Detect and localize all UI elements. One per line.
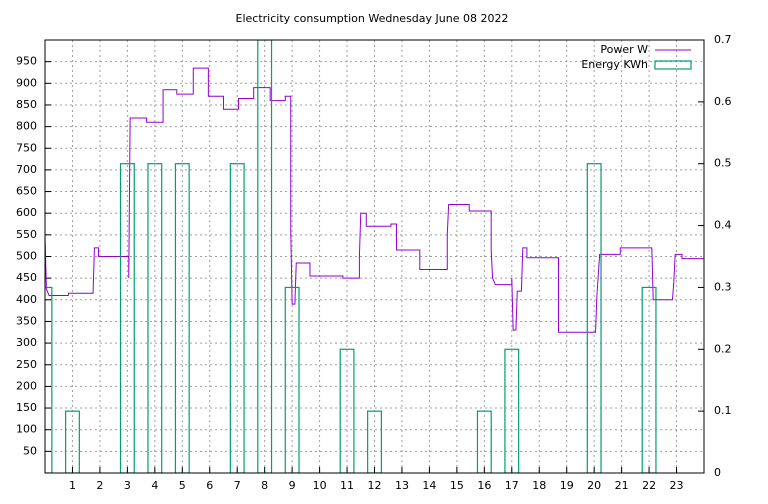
y-tick-label: 450 [16,271,37,284]
y2-tick-label: 0.6 [714,95,732,108]
y-tick-label: 750 [16,141,37,154]
y-tick-label: 50 [23,444,37,457]
x-tick-label: 2 [96,479,103,492]
y-tick-label: 900 [16,76,37,89]
y-tick-label: 850 [16,98,37,111]
y-tick-label: 350 [16,314,37,327]
y-tick-label: 950 [16,55,37,68]
y-tick-label: 150 [16,401,37,414]
y-tick-label: 800 [16,120,37,133]
x-tick-label: 11 [340,479,354,492]
x-tick-label: 23 [670,479,684,492]
y2-tick-label: 0.5 [714,157,732,170]
x-tick-label: 9 [289,479,296,492]
y2-tick-label: 0.4 [714,219,732,232]
x-tick-label: 12 [368,479,382,492]
y2-tick-label: 0 [714,466,721,479]
power-line [45,67,704,333]
x-tick-label: 1 [69,479,76,492]
x-tick-label: 6 [206,479,213,492]
x-tick-label: 22 [642,479,656,492]
y2-tick-label: 0.7 [714,33,732,46]
x-tick-label: 10 [313,479,327,492]
y-tick-label: 550 [16,228,37,241]
x-tick-label: 5 [179,479,186,492]
x-tick-label: 18 [532,479,546,492]
y-tick-label: 100 [16,423,37,436]
x-tick-label: 15 [450,479,464,492]
chart-title: Electricity consumption Wednesday June 0… [236,12,509,25]
y-tick-label: 200 [16,379,37,392]
y-tick-label: 650 [16,185,37,198]
y-tick-label: 600 [16,206,37,219]
x-tick-label: 3 [124,479,131,492]
x-tick-label: 13 [395,479,409,492]
x-tick-label: 21 [615,479,629,492]
x-tick-label: 19 [560,479,574,492]
x-tick-label: 20 [587,479,601,492]
x-tick-label: 4 [151,479,158,492]
legend-label: Energy KWh [581,58,648,71]
x-tick-label: 8 [261,479,268,492]
y-tick-label: 500 [16,250,37,263]
legend-label: Power W [600,43,648,56]
y2-tick-label: 0.2 [714,342,732,355]
y-tick-label: 250 [16,358,37,371]
y-tick-label: 400 [16,293,37,306]
y-tick-label: 700 [16,163,37,176]
x-tick-label: 14 [422,479,436,492]
energy-bar [257,40,273,473]
x-tick-label: 16 [477,479,491,492]
y2-tick-label: 0.3 [714,280,732,293]
y-tick-label: 300 [16,336,37,349]
plot-frame [44,39,705,474]
legend-swatch [654,60,692,70]
x-tick-label: 17 [505,479,519,492]
x-tick-label: 7 [234,479,241,492]
y2-tick-label: 0.1 [714,404,732,417]
